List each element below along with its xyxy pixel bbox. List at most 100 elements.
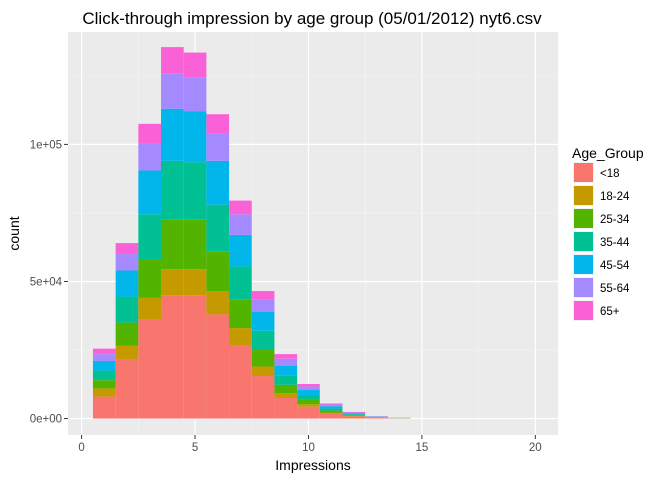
bar-segment-3-bin-3 — [138, 259, 162, 298]
bar-segment-5-bin-3 — [138, 170, 162, 215]
bar-segment-7-bin-10 — [297, 384, 320, 387]
bar-segment-5-bin-11 — [319, 406, 343, 409]
bar-segment-6-bin-12 — [342, 412, 366, 414]
bar-segment-2-bin-11 — [319, 412, 343, 414]
y-tick-label: 5e+04 — [30, 276, 63, 288]
legend-label: <18 — [600, 168, 620, 180]
x-tick-label: 5 — [192, 442, 198, 454]
bar-segment-3-bin-11 — [319, 410, 343, 413]
bar-segment-7-bin-11 — [319, 403, 343, 405]
bar-segment-1-bin-11 — [319, 413, 343, 419]
bar-segment-5-bin-1 — [92, 360, 116, 371]
bar-segment-5-bin-4 — [161, 108, 184, 161]
bar-segment-3-bin-2 — [115, 322, 139, 346]
bar-segment-6-bin-3 — [138, 143, 162, 171]
bar-segment-6-bin-1 — [92, 354, 116, 361]
legend-swatch — [574, 301, 593, 320]
bar-segment-5-bin-12 — [342, 413, 366, 415]
bar-segment-3-bin-4 — [161, 219, 184, 270]
bar-segment-6-bin-2 — [115, 254, 139, 271]
bar-segment-2-bin-5 — [183, 269, 207, 296]
bar-segment-4-bin-12 — [342, 414, 366, 416]
bar-segment-1-bin-4 — [161, 295, 184, 419]
bar-segment-1-bin-13 — [365, 417, 388, 419]
bar-segment-7-bin-12 — [342, 411, 366, 413]
bar-segment-3-bin-9 — [274, 384, 298, 394]
bar-segment-2-bin-10 — [297, 404, 320, 407]
bar-segment-7-bin-9 — [274, 354, 298, 359]
bar-segment-2-bin-3 — [138, 297, 162, 320]
x-tick-label: 0 — [78, 442, 84, 454]
legend-swatch — [574, 255, 593, 274]
bar-segment-3-bin-8 — [251, 350, 275, 367]
legend-title: Age_Group — [572, 145, 644, 161]
bar-segment-1-bin-7 — [229, 345, 252, 419]
x-tick-label: 20 — [529, 442, 542, 454]
bar-segment-5-bin-9 — [274, 365, 298, 376]
bar-segment-4-bin-1 — [92, 370, 116, 381]
bar-segment-4-bin-11 — [319, 408, 343, 411]
bar-segment-7-bin-3 — [138, 123, 162, 144]
bar-segment-2-bin-6 — [206, 291, 230, 315]
bars-layer — [92, 47, 411, 419]
legend-swatch — [574, 209, 593, 228]
legend-swatch — [574, 278, 593, 297]
bar-segment-3-bin-12 — [342, 415, 366, 416]
bar-segment-5-bin-7 — [229, 234, 252, 267]
bar-segment-4-bin-4 — [161, 160, 184, 220]
bar-segment-6-bin-5 — [183, 77, 207, 112]
bar-segment-6-bin-10 — [297, 386, 320, 391]
bar-segment-3-bin-5 — [183, 219, 207, 270]
bar-segment-5-bin-5 — [183, 111, 207, 163]
bar-segment-5-bin-10 — [297, 390, 320, 395]
bar-segment-5-bin-6 — [206, 160, 230, 205]
y-axis-title: count — [6, 216, 22, 250]
bar-segment-4-bin-5 — [183, 162, 207, 220]
bar-segment-7-bin-6 — [206, 114, 230, 134]
legend: Age_Group <18 18-24 25-34 35-44 45-54 55-64 65… — [572, 145, 644, 321]
bar-segment-7-bin-1 — [92, 348, 116, 355]
legend-items: <18 18-24 25-34 35-44 45-54 55-64 65+ — [573, 162, 630, 321]
bar-segment-3-bin-6 — [206, 251, 230, 292]
bar-segment-1-bin-2 — [115, 359, 139, 419]
bar-segment-5-bin-2 — [115, 270, 139, 297]
legend-label: 18-24 — [600, 191, 630, 203]
bar-segment-7-bin-8 — [251, 291, 275, 300]
bar-segment-1-bin-12 — [342, 416, 366, 419]
bar-segment-2-bin-9 — [274, 393, 298, 398]
bar-segment-3-bin-7 — [229, 299, 252, 329]
bar-segment-1-bin-6 — [206, 314, 230, 419]
y-axis: 0e+00 5e+04 1e+05 — [30, 139, 68, 426]
bar-segment-7-bin-7 — [229, 200, 252, 215]
bar-segment-7-bin-4 — [161, 47, 184, 74]
bar-segment-2-bin-7 — [229, 328, 252, 346]
legend-swatch — [574, 186, 593, 205]
bar-segment-5-bin-8 — [251, 311, 275, 331]
x-tick-label: 15 — [415, 442, 428, 454]
x-axis: 0 5 10 15 20 — [78, 435, 542, 454]
bar-segment-1-bin-9 — [274, 397, 298, 419]
bar-segment-3-bin-1 — [92, 380, 116, 389]
bar-segment-1-bin-10 — [297, 406, 320, 419]
legend-label: 45-54 — [600, 260, 630, 272]
bar-segment-4-bin-3 — [138, 214, 162, 260]
bar-segment-6-bin-11 — [319, 404, 343, 407]
bar-segment-7-bin-5 — [183, 52, 207, 78]
bar-segment-4-bin-10 — [297, 394, 320, 400]
bar-segment-1-bin-1 — [92, 396, 116, 419]
bar-segment-6-bin-9 — [274, 358, 298, 366]
bar-segment-2-bin-4 — [161, 269, 184, 296]
chart-title: Click-through impression by age group (0… — [82, 9, 542, 28]
bar-segment-6-bin-4 — [161, 73, 184, 109]
bar-segment-7-bin-2 — [115, 243, 139, 255]
bar-segment-4-bin-6 — [206, 204, 230, 252]
bar-segment-4-bin-9 — [274, 375, 298, 385]
bar-segment-4-bin-7 — [229, 266, 252, 300]
bar-segment-4-bin-8 — [251, 330, 275, 351]
y-tick-label: 1e+05 — [30, 139, 62, 151]
bar-segment-6-bin-7 — [229, 214, 252, 235]
bar-segment-1-bin-3 — [138, 319, 162, 419]
bar-segment-6-bin-8 — [251, 299, 275, 312]
